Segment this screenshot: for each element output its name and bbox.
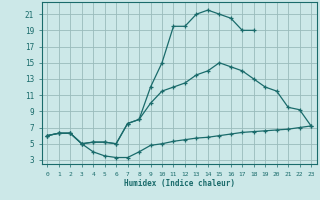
X-axis label: Humidex (Indice chaleur): Humidex (Indice chaleur) — [124, 179, 235, 188]
